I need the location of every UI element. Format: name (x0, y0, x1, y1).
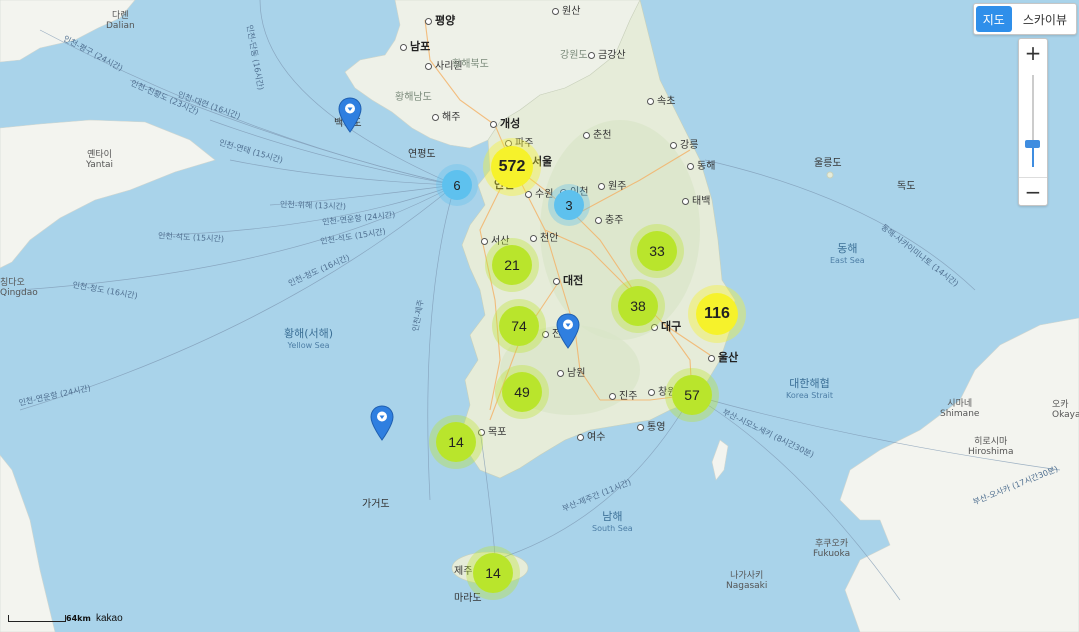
marker-cluster[interactable]: 116 (696, 293, 738, 335)
zoom-control: + − (1018, 38, 1048, 206)
marker-cluster[interactable]: 21 (492, 245, 532, 285)
city-paju: 파주 (505, 134, 533, 149)
zoom-out-button[interactable]: − (1019, 177, 1047, 206)
city-chuncheon: 춘천 (583, 126, 611, 141)
zoom-in-button[interactable]: + (1024, 41, 1042, 65)
region-hwanghaebukdo: 황해북도 (452, 59, 489, 70)
city-qingdao: 칭다오 Qingdao (0, 278, 38, 298)
marker-cluster[interactable]: 6 (442, 170, 472, 200)
sea-south: 남해 South Sea (592, 510, 633, 533)
marker-cluster[interactable]: 38 (618, 286, 658, 326)
marker-cluster[interactable]: 33 (637, 231, 677, 271)
marker-cluster[interactable]: 14 (436, 422, 476, 462)
map-type-control: 지도 스카이뷰 (972, 3, 1077, 35)
ferry-routes (19, 0, 1061, 601)
marker-cluster[interactable]: 49 (502, 372, 542, 412)
marker-cluster[interactable]: 14 (473, 553, 513, 593)
city-nagasaki: 나가사키 Nagasaki (726, 571, 768, 591)
city-taebaek: 태백 (682, 192, 710, 207)
city-seoul: 서울 (532, 155, 553, 168)
city-changwon: 창원 (648, 383, 676, 398)
skyview-type-button[interactable]: 스카이뷰 (1022, 12, 1067, 27)
city-nampo: 남포 (400, 38, 430, 54)
city-haeju: 해주 (432, 108, 460, 123)
city-wonsan: 원산 (552, 2, 580, 17)
kakao-logo: kakao (96, 613, 123, 624)
zoom-slider-handle[interactable] (1025, 140, 1040, 148)
city-hiroshima: 히로시마 Hiroshima (968, 437, 1014, 457)
city-icheon: 이천 (560, 183, 588, 198)
china-liaoning-land (0, 0, 136, 63)
city-daejeon: 대전 (553, 272, 583, 288)
japan-land (839, 317, 1079, 632)
island-dokdo: 독도 (897, 181, 916, 192)
city-chungju: 충주 (595, 211, 623, 226)
map-type-button[interactable]: 지도 (975, 6, 1012, 32)
marker-cluster[interactable]: 572 (491, 146, 533, 188)
city-jinju: 진주 (609, 387, 637, 402)
location-pin-icon[interactable] (556, 313, 580, 349)
zoom-slider-fill (1032, 144, 1034, 167)
tsushima-island (711, 439, 729, 481)
city-ulsan: 울산 (708, 349, 738, 365)
city-wonju: 원주 (598, 177, 626, 192)
marker-cluster[interactable]: 3 (554, 190, 584, 220)
city-shimane: 시마네 Shimane (940, 399, 980, 419)
ulleungdo-island (826, 171, 834, 179)
city-pyongyang: 평양 (425, 12, 455, 28)
region-gangwondo-north: 강원도 (560, 50, 588, 61)
island-marado: 마라도 (454, 593, 482, 604)
location-pin-icon[interactable] (370, 405, 394, 441)
sea-korea-strait: 대한해협 Korea Strait (786, 377, 833, 400)
scale-bar (8, 615, 66, 622)
city-fukuoka: 후쿠오카 Fukuoka (813, 539, 851, 559)
sea-yellow: 황해(서해) Yellow Sea (284, 327, 334, 350)
city-namwon: 남원 (557, 364, 585, 379)
city-donghae: 동해 (687, 157, 715, 172)
island-yeonpyeongdo: 연평도 (408, 149, 436, 160)
island-gageodo: 가거도 (362, 499, 390, 510)
region-hwanghaenamdo: 황해남도 (395, 92, 432, 103)
scale-label: 64km (66, 614, 91, 623)
route-label: 인천-위해 (13시간) (279, 199, 347, 212)
city-yantai: 옌타이 Yantai (86, 150, 114, 170)
city-sokcho: 속초 (647, 92, 675, 107)
city-jeju: 제주 (454, 566, 473, 577)
city-yeosu: 여수 (577, 428, 605, 443)
city-okayama: 오카 Okaya (1052, 400, 1079, 420)
marker-cluster[interactable]: 74 (499, 306, 539, 346)
city-cheonan: 천안 (530, 229, 558, 244)
city-suwon: 수원 (525, 185, 553, 200)
island-ulleungdo: 울릉도 (814, 158, 842, 169)
marker-cluster[interactable]: 57 (672, 375, 712, 415)
china-east-coast-land (0, 454, 56, 632)
city-kaesong: 개성 (490, 115, 520, 131)
sea-east: 동해 East Sea (830, 242, 865, 265)
place-geumgangsan: 금강산 (588, 46, 626, 61)
city-daegu: 대구 (651, 318, 681, 334)
china-shandong-land (0, 119, 216, 269)
city-mokpo: 목포 (478, 423, 506, 438)
city-dalian: 다롄 Dalian (106, 11, 135, 31)
city-seosan: 서산 (481, 232, 509, 247)
city-tongyeong: 통영 (637, 418, 665, 433)
zoom-slider-track[interactable] (1032, 75, 1034, 167)
city-gangneung: 강릉 (670, 136, 698, 151)
city-sariwon: 사리원 (425, 57, 463, 72)
location-pin-icon[interactable] (338, 97, 362, 133)
